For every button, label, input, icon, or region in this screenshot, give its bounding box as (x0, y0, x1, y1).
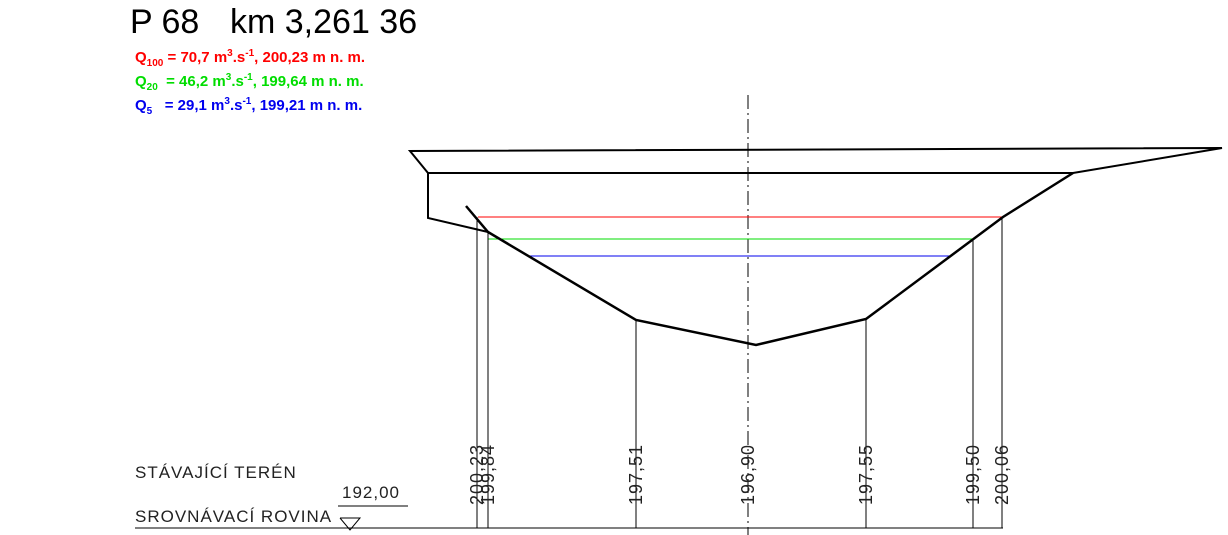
datum-value: 192,00 (342, 483, 400, 502)
flow-symbol: Q (135, 73, 147, 90)
terrain-label: STÁVAJÍCÍ TERÉN (135, 463, 297, 482)
terrain (465, 171, 1074, 347)
elevation: 197,51 (626, 444, 646, 505)
profile-title: P 68 (130, 3, 199, 41)
flow-text: , 200,23 m n. m. (254, 49, 365, 66)
flow-text: = 70,7 m (163, 49, 227, 66)
elevation: 197,55 (856, 444, 876, 505)
elevation: 199,50 (963, 444, 983, 505)
flow-sup: -1 (242, 96, 251, 107)
flow-text: = 46,2 m (158, 73, 226, 90)
elevation: 199,84 (478, 444, 498, 505)
flow-legend: Q100 = 70,7 m3.s-1, 200,23 m n. m.Q20 = … (135, 48, 365, 117)
flow-sup: -1 (244, 72, 253, 83)
flow-sup: -1 (245, 48, 254, 59)
flow-sub: 5 (147, 106, 153, 117)
verticals (476, 217, 1003, 528)
flow-sup: 3 (224, 96, 230, 107)
datum-label: SROVNÁVACÍ ROVINA (135, 507, 332, 526)
flow-symbol: Q (135, 49, 147, 66)
flow-text: .s (233, 49, 246, 66)
flow-text: , 199,21 m n. m. (251, 97, 362, 114)
abutment (427, 173, 489, 233)
flow-text: , 199,64 m n. m. (253, 73, 364, 90)
flow-sup: 3 (227, 48, 233, 59)
elevation: 196,90 (738, 444, 758, 505)
datum-symbol (339, 517, 362, 531)
station-title: km 3,261 36 (230, 3, 417, 41)
flow-sup: 3 (226, 72, 232, 83)
elevation: 200,06 (992, 444, 1012, 505)
flow-text: .s (231, 73, 244, 90)
flow-text: = 29,1 m (152, 97, 224, 114)
flow-sub: 100 (147, 58, 164, 69)
flow-text: .s (230, 97, 243, 114)
flow-line: Q5 = 29,1 m3.s-1, 199,21 m n. m. (135, 96, 362, 117)
flow-symbol: Q (135, 97, 147, 114)
flow-sub: 20 (147, 82, 159, 93)
flow-line: Q20 = 46,2 m3.s-1, 199,64 m n. m. (135, 72, 364, 93)
bridge-deck (407, 147, 1223, 174)
elevation: 200,23 (467, 444, 487, 505)
flow-line: Q100 = 70,7 m3.s-1, 200,23 m n. m. (135, 48, 365, 69)
